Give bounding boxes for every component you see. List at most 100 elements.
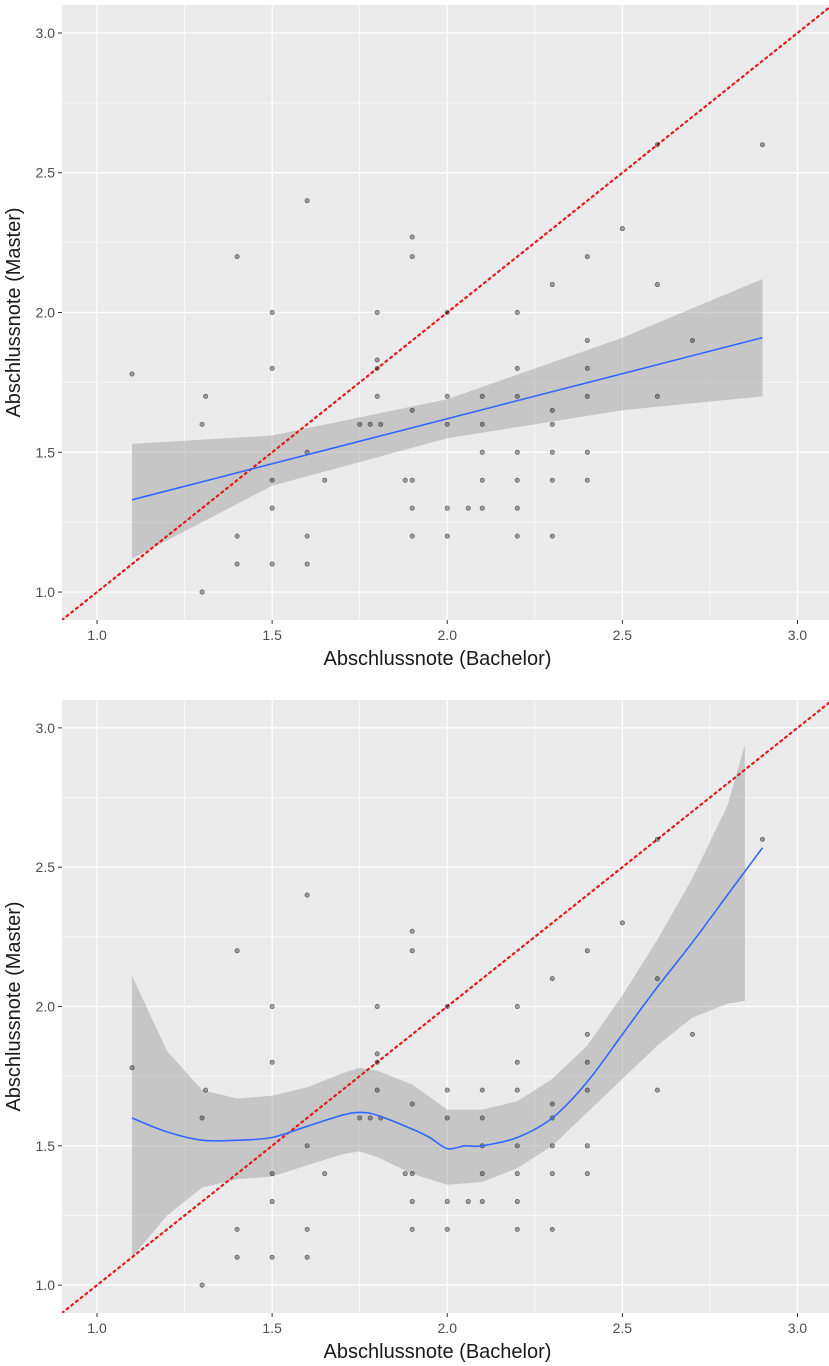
reference-line [62,6,829,620]
data-point [444,1226,450,1232]
data-point [479,1115,485,1121]
data-point [269,365,275,371]
data-point [549,1226,555,1232]
data-point [367,1115,373,1121]
data-point [514,1087,520,1093]
data-point [465,505,471,511]
data-point [409,1199,415,1205]
data-point [479,449,485,455]
data-point [304,561,310,567]
data-point [234,533,240,539]
y-tick-label: 1.5 [36,444,56,460]
fit-line [131,336,763,501]
data-point [444,393,450,399]
y-tick-label: 2.0 [36,999,56,1015]
data-point [514,1003,520,1009]
data-point [584,254,590,260]
data-point [409,505,415,511]
data-point [304,198,310,204]
data-point [479,477,485,483]
data-point [269,505,275,511]
y-tick-label: 3.0 [36,720,56,736]
x-tick-label: 3.0 [788,627,808,643]
data-point [549,449,555,455]
data-point [409,1226,415,1232]
y-tick-label: 1.0 [36,584,56,600]
data-point [514,1059,520,1065]
data-point [654,393,660,399]
data-point [402,477,408,483]
data-point [409,948,415,954]
data-point [619,920,625,926]
data-point [479,393,485,399]
y-tick-label: 2.5 [36,859,56,875]
data-point [584,449,590,455]
data-point [409,407,415,413]
data-point [689,1031,695,1037]
data-point [129,1065,135,1071]
data-point [374,1059,380,1065]
y-tick-label: 3.0 [36,25,56,41]
gridlines [62,700,829,1313]
data-point [374,393,380,399]
data-point [444,421,450,427]
data-point [269,561,275,567]
y-tick-label: 1.0 [36,1277,56,1293]
data-point [234,948,240,954]
data-point [619,226,625,232]
x-tick-label: 1.5 [262,627,282,643]
data-point [549,477,555,483]
data-point [402,1171,408,1177]
data-point [444,309,450,315]
plot-layers [62,6,829,620]
data-point [269,1003,275,1009]
data-point [514,477,520,483]
data-point [374,309,380,315]
data-points [129,142,765,595]
data-point [514,393,520,399]
data-point [584,1059,590,1065]
x-tick-label: 1.0 [87,627,107,643]
y-tick-label: 1.5 [36,1138,56,1154]
data-point [199,421,205,427]
data-point [514,1143,520,1149]
data-point [654,836,660,842]
x-tick-label: 2.5 [613,1320,633,1336]
data-point [584,477,590,483]
data-point [269,1199,275,1205]
plot-layers [62,701,829,1313]
data-point [514,309,520,315]
data-point [234,1226,240,1232]
data-point [465,1199,471,1205]
data-point [203,393,209,399]
data-point [444,505,450,511]
confidence-band [132,744,745,1258]
data-point [654,142,660,148]
x-tick-label: 1.5 [262,1320,282,1336]
x-tick-label: 2.0 [438,1320,458,1336]
data-point [322,1171,328,1177]
data-point [304,1254,310,1260]
reference-line [62,701,829,1313]
x-axis-title: Abschlussnote (Bachelor) [324,1341,552,1363]
x-tick-label: 2.5 [613,627,633,643]
x-tick-label: 3.0 [788,1320,808,1336]
data-point [409,1101,415,1107]
data-point [357,421,363,427]
data-point [304,1143,310,1149]
data-point [514,1171,520,1177]
data-point [549,1171,555,1177]
data-point [269,1059,275,1065]
data-point [374,357,380,363]
data-point [584,365,590,371]
data-point [304,1226,310,1232]
data-point [584,1171,590,1177]
data-point [374,365,380,371]
data-points [129,836,765,1288]
data-point [409,234,415,240]
fit-line [131,847,764,1150]
data-point [444,1087,450,1093]
data-point [304,892,310,898]
data-point [759,142,765,148]
data-point [514,533,520,539]
